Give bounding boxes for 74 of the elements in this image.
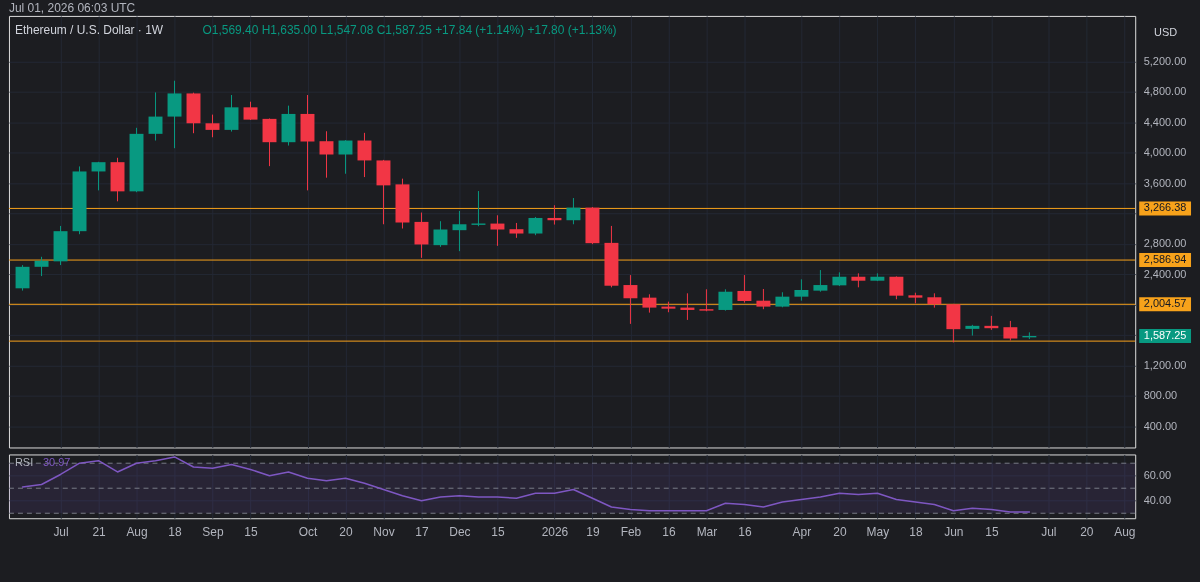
x-tick-label: 15: [244, 524, 258, 539]
x-tick-label: 18: [168, 524, 183, 539]
candlestick: [528, 216, 543, 236]
x-tick-label: 15: [985, 524, 999, 539]
candlestick: [718, 288, 733, 312]
y-tick-label: 60.00: [1143, 469, 1172, 482]
y-tick-label: 400.00: [1143, 419, 1178, 432]
x-tick-label: Jul: [1041, 524, 1057, 539]
x-tick-label: 20: [1080, 524, 1094, 539]
candlestick: [91, 161, 106, 191]
x-tick-label: 21: [92, 524, 107, 539]
candlestick: [1003, 320, 1018, 341]
x-tick-label: 2026: [541, 524, 569, 539]
x-tick-label: Nov: [373, 524, 395, 539]
x-tick-label: Apr: [792, 524, 812, 539]
candlestick: [167, 80, 182, 149]
candlestick: [262, 117, 277, 167]
candlestick: [889, 275, 904, 300]
x-tick-label: 15: [491, 524, 505, 539]
y-tick-label: 40.00: [1143, 494, 1172, 507]
ref-line-label: 2,586.94: [1143, 253, 1187, 266]
candlestick: [794, 278, 809, 302]
x-tick-label: May: [866, 524, 890, 539]
y-tick-label: 4,800.00: [1143, 85, 1187, 98]
y-tick-label: 800.00: [1143, 389, 1178, 402]
y-axis-title: USD: [1154, 26, 1178, 39]
candlestick: [205, 114, 220, 138]
x-tick-label: Aug: [126, 524, 148, 539]
x-tick-label: Feb: [620, 524, 642, 539]
x-tick-label: 16: [738, 524, 752, 539]
y-tick-label: 2,800.00: [1143, 237, 1187, 250]
candlestick: [756, 288, 771, 310]
ref-line-label: 3,266.38: [1143, 201, 1187, 214]
y-tick-label: 2,400.00: [1143, 267, 1187, 280]
annotation: 30.97: [43, 456, 71, 469]
y-tick-label: 3,600.00: [1143, 176, 1187, 189]
x-tick-label: Dec: [449, 524, 471, 539]
candlestick: [338, 139, 353, 175]
x-tick-label: Jul: [53, 524, 69, 539]
candlestick: [737, 274, 752, 304]
candlestick: [433, 220, 448, 248]
y-tick-label: 4,400.00: [1143, 115, 1187, 128]
x-tick-label: 19: [586, 524, 600, 539]
x-tick-label: 17: [415, 524, 429, 539]
x-tick-label: Oct: [298, 524, 318, 539]
x-tick-label: 20: [833, 524, 847, 539]
y-tick-label: 1,200.00: [1143, 358, 1187, 371]
y-tick-label: 4,000.00: [1143, 146, 1187, 159]
chart-title: RSI: [14, 456, 34, 469]
candlestick: [471, 190, 486, 227]
x-tick-label: 20: [339, 524, 353, 539]
x-tick-label: Jun: [944, 524, 964, 539]
candlestick: [15, 264, 30, 292]
candlestick: [34, 256, 49, 277]
x-tick-label: Aug: [1114, 524, 1136, 539]
text: Jul 01, 2026 06:03 UTC: [8, 0, 136, 15]
text: O1,569.40 H1,635.00 L1,547.08 C1,587.25 +17.84 (+1.14%) +17.80 (+1.13%): [202, 22, 617, 37]
candlestick: [642, 293, 657, 314]
x-tick-label: Mar: [696, 524, 718, 539]
x-tick-label: 16: [662, 524, 676, 539]
candlestick: [566, 197, 581, 225]
x-tick-label: 18: [909, 524, 923, 539]
candlestick: [623, 274, 638, 325]
ref-line-label: 2,004.57: [1143, 297, 1187, 310]
candlestick: [414, 212, 429, 259]
x-tick-label: Sep: [202, 524, 224, 539]
text: Ethereum / U.S. Dollar · 1W: [14, 22, 164, 37]
candlestick: [148, 91, 163, 142]
candlestick: [319, 130, 334, 179]
text: 1,587.25: [1143, 328, 1187, 341]
candlestick: [452, 210, 467, 252]
y-tick-label: 5,200.00: [1143, 55, 1187, 67]
candlestick: [813, 269, 828, 293]
candlestick: [224, 94, 239, 133]
